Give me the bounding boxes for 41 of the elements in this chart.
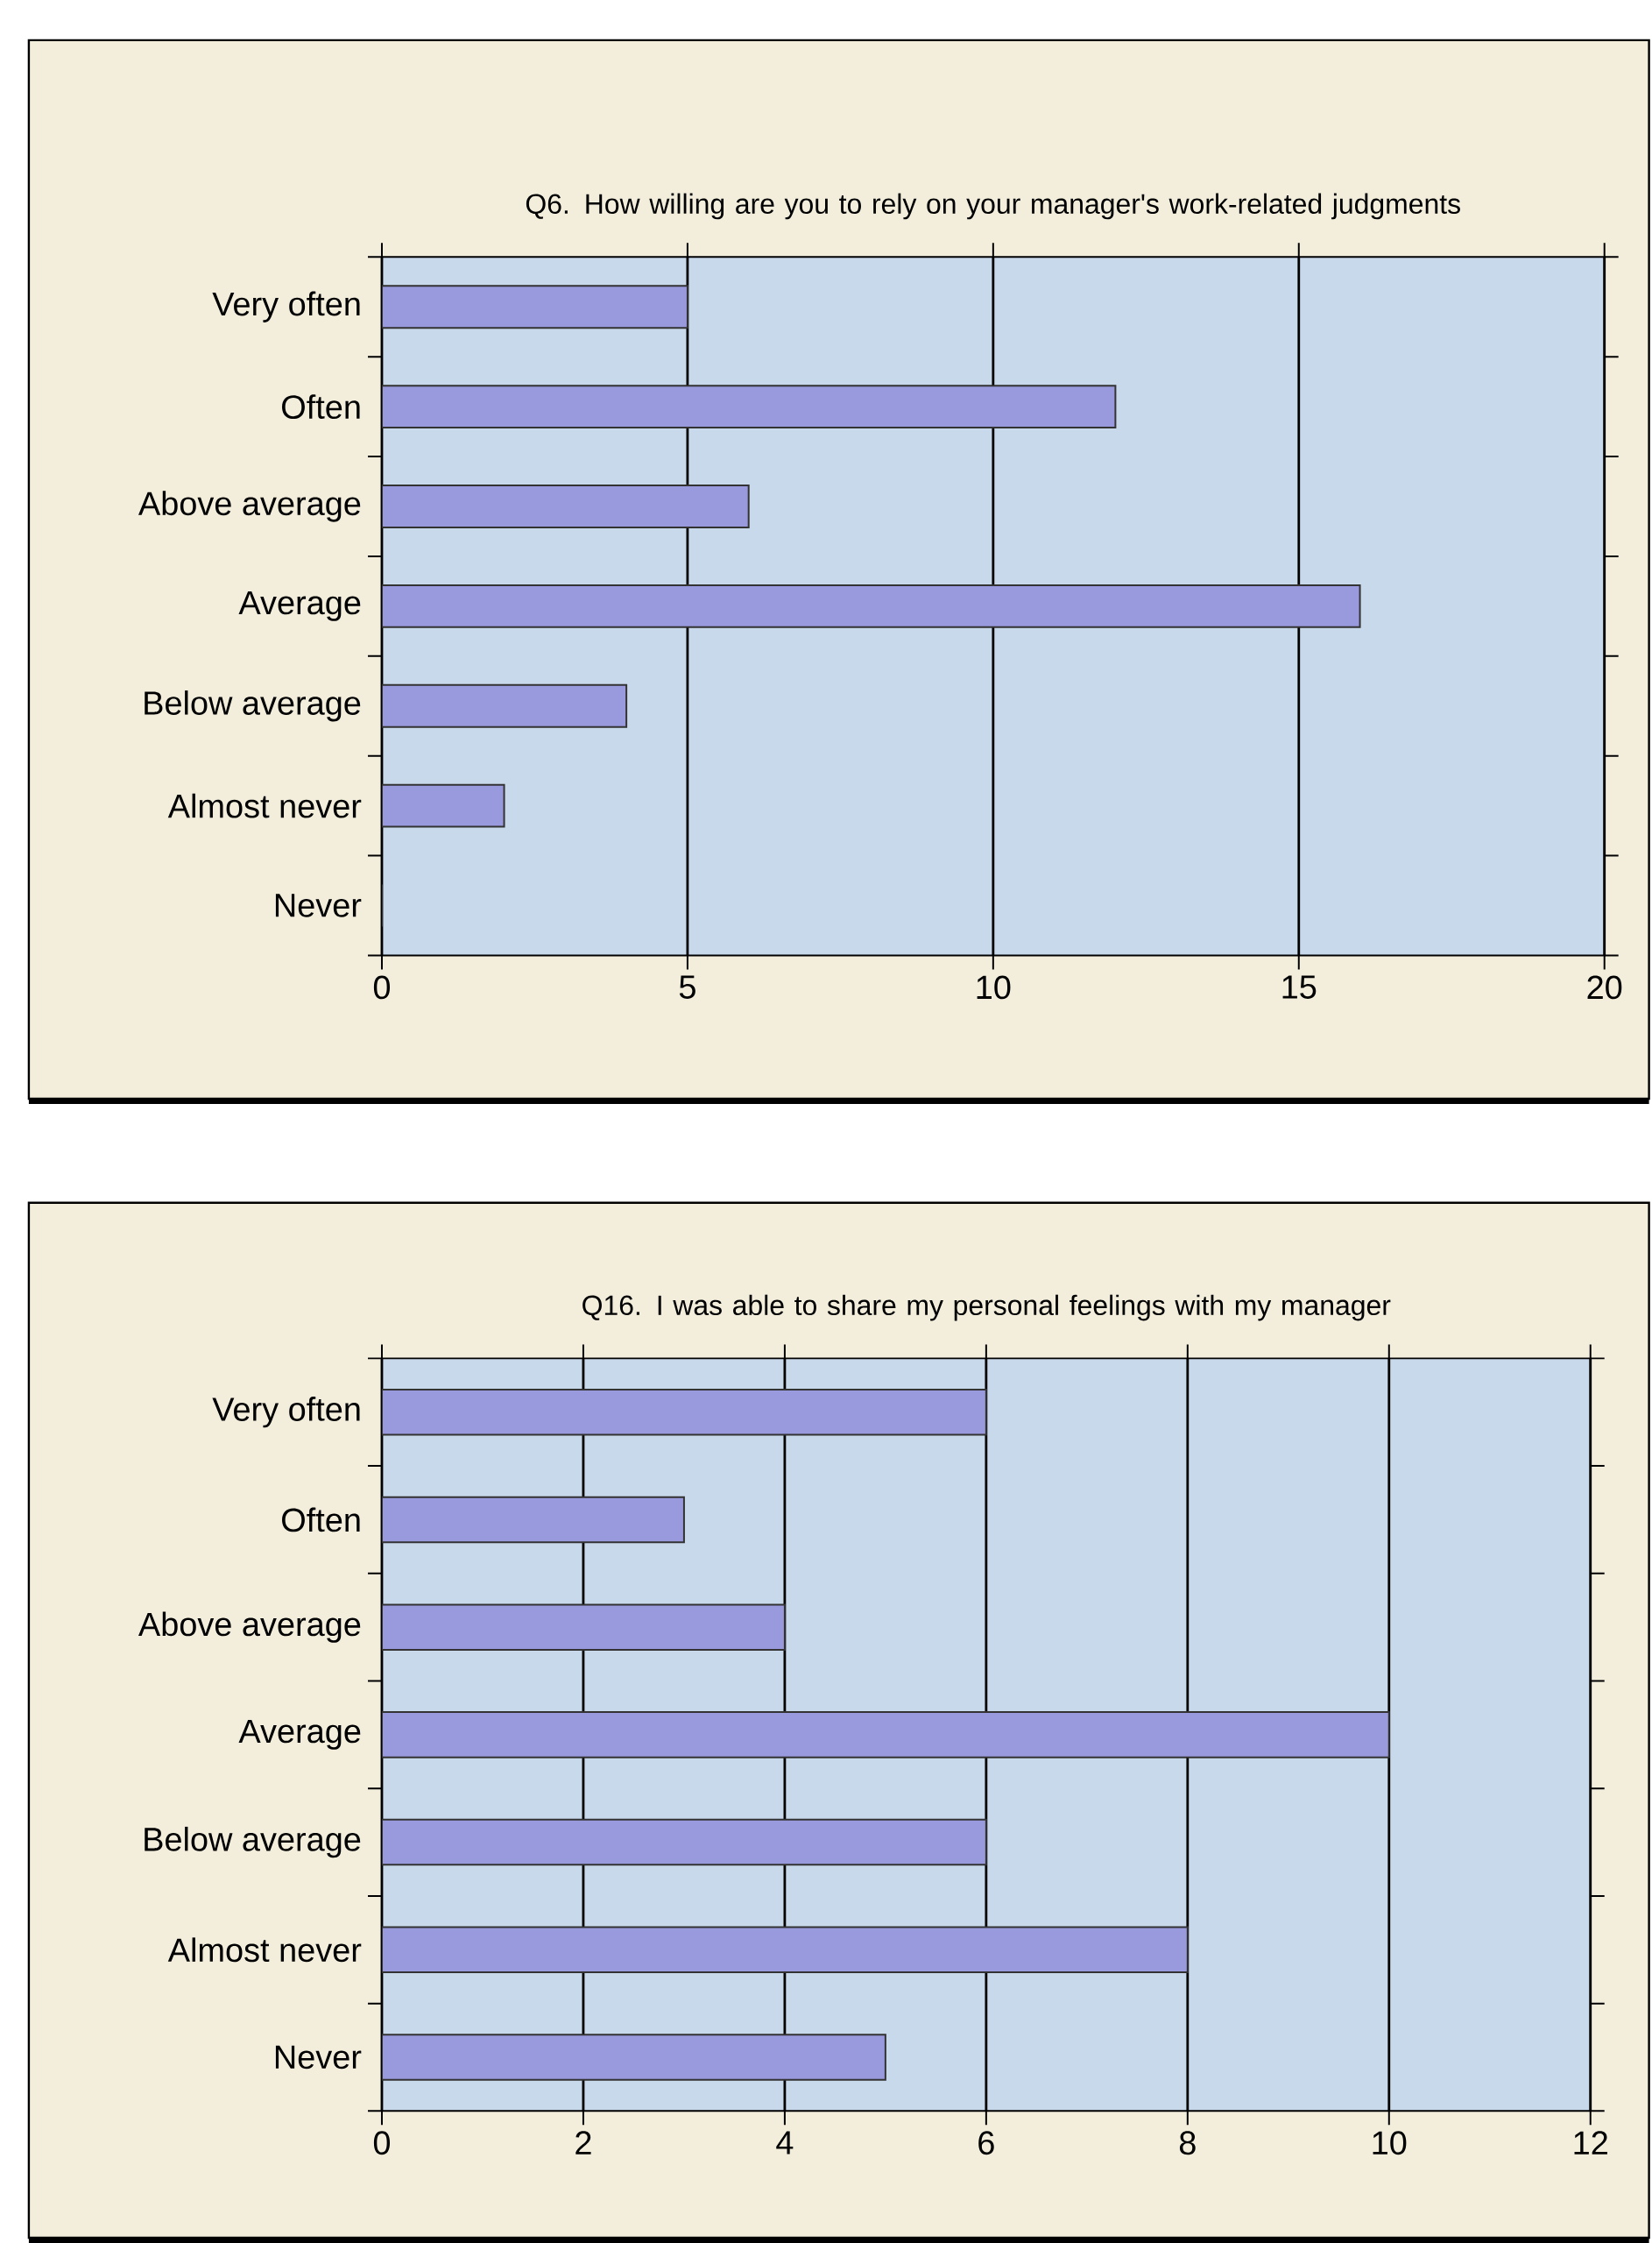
bar — [382, 683, 628, 728]
x-tick-label: 15 — [1282, 975, 1317, 999]
x-tick-label: 10 — [977, 975, 1011, 1000]
bar — [382, 1388, 988, 1436]
y-tick-label: Below average — [145, 690, 361, 722]
y-tick-label: Often — [282, 394, 360, 420]
y-tick-label: Above average — [138, 1611, 361, 1643]
x-tick-label: 4 — [776, 2131, 794, 2155]
bar — [382, 1926, 1190, 1974]
bar — [382, 385, 1117, 429]
y-tick-label: Often — [282, 1507, 360, 1532]
bar — [382, 584, 1361, 628]
chart-title: Q6. How willing are you to rely on your manager's work-related judgments — [526, 193, 1461, 220]
y-tick-label: Very often — [212, 1397, 360, 1428]
bar — [382, 1818, 988, 1866]
bar — [382, 1603, 787, 1651]
y-tick-label: Almost never — [168, 1937, 362, 1963]
y-tick-label: Very often — [212, 291, 360, 322]
chart-title: Q16. I was able to share my personal feelings with my manager — [582, 1294, 1391, 1321]
x-tick-label: 2 — [575, 2131, 591, 2155]
x-tick-label: 10 — [1373, 2131, 1407, 2155]
y-tick-label: Never — [276, 2045, 362, 2070]
x-tick-label: 5 — [680, 975, 696, 999]
bar — [382, 783, 505, 828]
x-tick-label: 20 — [1587, 975, 1622, 1000]
y-tick-label: Below average — [145, 1826, 361, 1858]
bar — [382, 1496, 686, 1544]
y-tick-label: Average — [238, 1719, 361, 1750]
x-tick-label: 8 — [1180, 2131, 1196, 2155]
x-tick-label: 6 — [978, 2131, 994, 2155]
y-tick-label: Never — [276, 894, 362, 917]
x-tick-label: 0 — [374, 975, 391, 1000]
bar — [382, 1711, 1390, 1758]
y-tick-label: Above average — [138, 491, 361, 522]
y-tick-label: Almost never — [168, 793, 362, 818]
x-tick-label: 0 — [374, 2131, 391, 2155]
bar — [382, 285, 689, 329]
bar — [382, 2034, 887, 2081]
y-tick-label: Average — [238, 591, 361, 621]
x-tick-label: 12 — [1574, 2131, 1608, 2155]
bar — [382, 485, 750, 528]
